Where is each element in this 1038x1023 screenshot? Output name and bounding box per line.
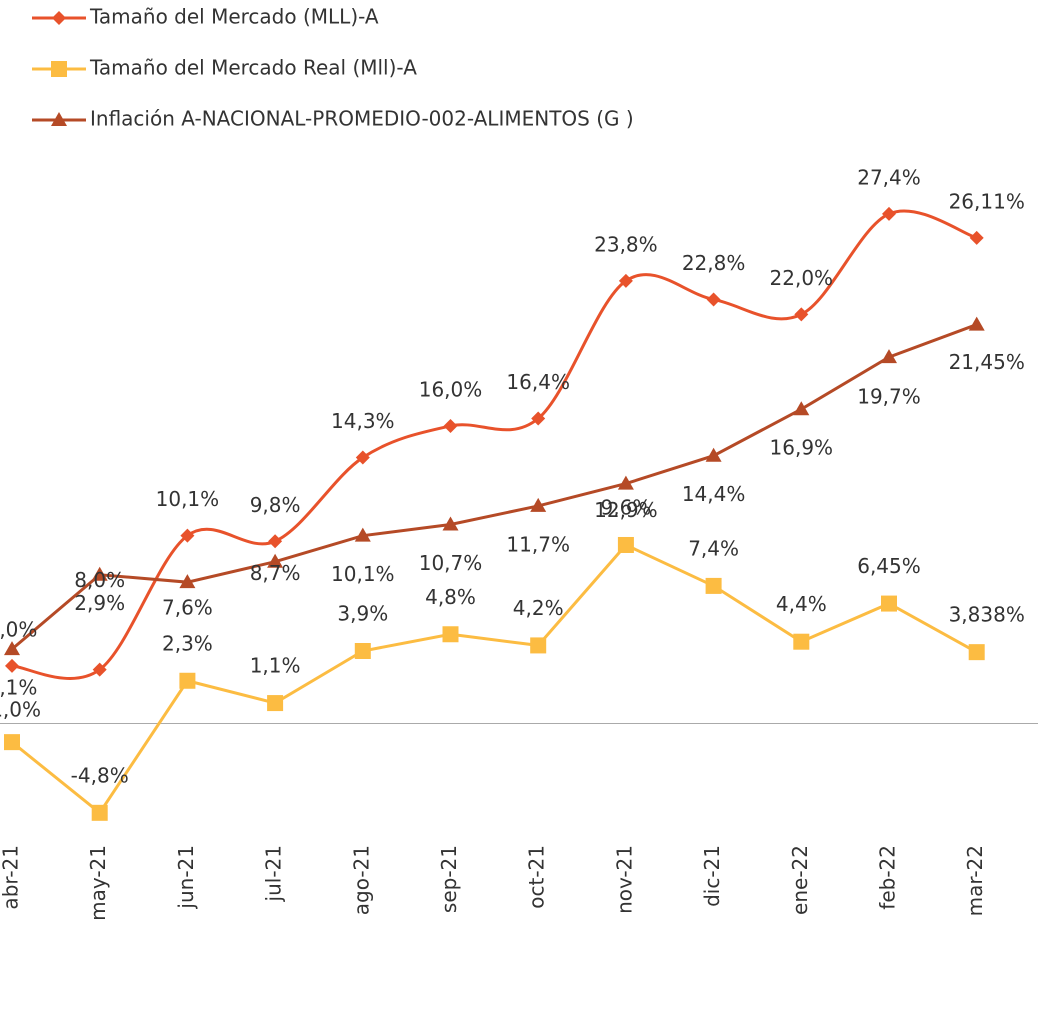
data-label: 26,11% (949, 189, 1025, 213)
diamond-marker (969, 230, 984, 245)
triangle-marker (354, 527, 371, 542)
x-tick-label: sep-21 (437, 845, 461, 913)
data-label: 9,8% (250, 493, 301, 517)
triangle-marker (179, 574, 196, 589)
data-label: 11,7% (506, 532, 570, 556)
legend-label: Inflación A-NACIONAL-PROMEDIO-002-ALIMEN… (90, 107, 634, 131)
diamond-marker (180, 528, 195, 543)
x-tick-label: abr-21 (0, 845, 23, 910)
triangle-marker (968, 316, 985, 331)
data-label: 22,0% (770, 266, 834, 290)
square-marker (968, 644, 985, 661)
data-label: 6,45% (857, 554, 921, 578)
data-label: 14,3% (331, 409, 395, 433)
square-marker (530, 637, 547, 654)
square-marker (91, 804, 108, 821)
x-tick-label: ago-21 (349, 845, 373, 915)
square-marker (267, 695, 284, 712)
diamond-marker (531, 411, 546, 426)
data-label: 8,0% (74, 568, 125, 592)
triangle-marker (267, 553, 284, 568)
triangle-marker (51, 112, 67, 126)
diamond-marker (794, 307, 809, 322)
series-line (11, 543, 978, 816)
data-label: 4,2% (513, 596, 564, 620)
diamond-marker (268, 534, 283, 549)
triangle-marker (4, 641, 20, 656)
square-marker (705, 577, 722, 594)
triangle-marker (530, 497, 547, 512)
data-label: 7,4% (688, 536, 739, 560)
triangle-marker (881, 349, 897, 364)
data-label: 10,1% (331, 562, 395, 586)
x-tick-label: oct-21 (525, 845, 549, 909)
diamond-marker (618, 273, 633, 288)
triangle-marker (793, 401, 810, 416)
data-label: 3,9% (337, 602, 388, 626)
data-label: 8,7% (250, 561, 301, 585)
data-label: 4,4% (776, 592, 827, 616)
data-label: 9,6% (600, 495, 651, 519)
x-tick-label: ene-22 (788, 845, 812, 915)
triangle-marker (442, 516, 459, 531)
x-tick-label: may-21 (86, 845, 110, 921)
data-label: -4,8% (71, 763, 129, 787)
x-tick-label: dic-21 (700, 845, 724, 907)
diamond-marker (882, 206, 896, 221)
data-label: 19,7% (857, 385, 921, 409)
square-marker (442, 626, 459, 643)
square-marker (354, 643, 371, 659)
data-label: 1,1% (250, 654, 301, 678)
x-tick-label: feb-22 (876, 845, 900, 910)
square-marker (617, 536, 634, 553)
square-marker (793, 633, 810, 650)
data-label: 22,8% (682, 251, 746, 275)
data-label: 3,838% (949, 603, 1025, 627)
square-marker (51, 61, 67, 77)
data-label: 2,9% (74, 591, 125, 615)
diamond-marker (5, 658, 19, 673)
data-label: 4,0% (0, 618, 37, 642)
data-label: 16,0% (419, 377, 483, 401)
diamond-marker (443, 418, 458, 433)
diamond-marker (355, 450, 370, 465)
data-label: 21,45% (949, 350, 1025, 374)
data-label: 7,6% (162, 596, 213, 620)
x-tick-label: jun-21 (174, 845, 198, 910)
x-tick-label: jul-21 (262, 845, 286, 902)
diamond-marker (52, 11, 66, 25)
data-label: 16,4% (506, 370, 570, 394)
legend-label: Tamaño del Mercado (MLL)-A (89, 5, 379, 29)
square-marker (4, 734, 20, 751)
data-label: 23,8% (594, 232, 658, 256)
triangle-marker (91, 566, 108, 581)
data-label: 16,9% (770, 436, 834, 460)
data-label: 4,8% (425, 585, 476, 609)
triangle-marker (705, 447, 722, 462)
data-label: 10,7% (419, 551, 483, 575)
data-label: 2,3% (162, 631, 213, 655)
data-label: -1,0% (0, 698, 41, 722)
square-marker (179, 672, 196, 689)
series-line (11, 323, 978, 651)
triangle-marker (617, 475, 634, 490)
series-line (11, 209, 978, 680)
data-label: 10,1% (156, 487, 220, 511)
data-label: 3,1% (0, 675, 37, 699)
x-tick-label: nov-21 (612, 845, 636, 914)
diamond-marker (92, 662, 107, 677)
data-label: 12,9% (594, 498, 658, 522)
square-marker (881, 595, 897, 612)
x-tick-label: mar-22 (963, 845, 987, 916)
data-label: 14,4% (682, 482, 746, 506)
diamond-marker (706, 292, 721, 307)
legend-label: Tamaño del Mercado Real (Mll)-A (89, 56, 417, 80)
data-label: 27,4% (857, 165, 921, 189)
